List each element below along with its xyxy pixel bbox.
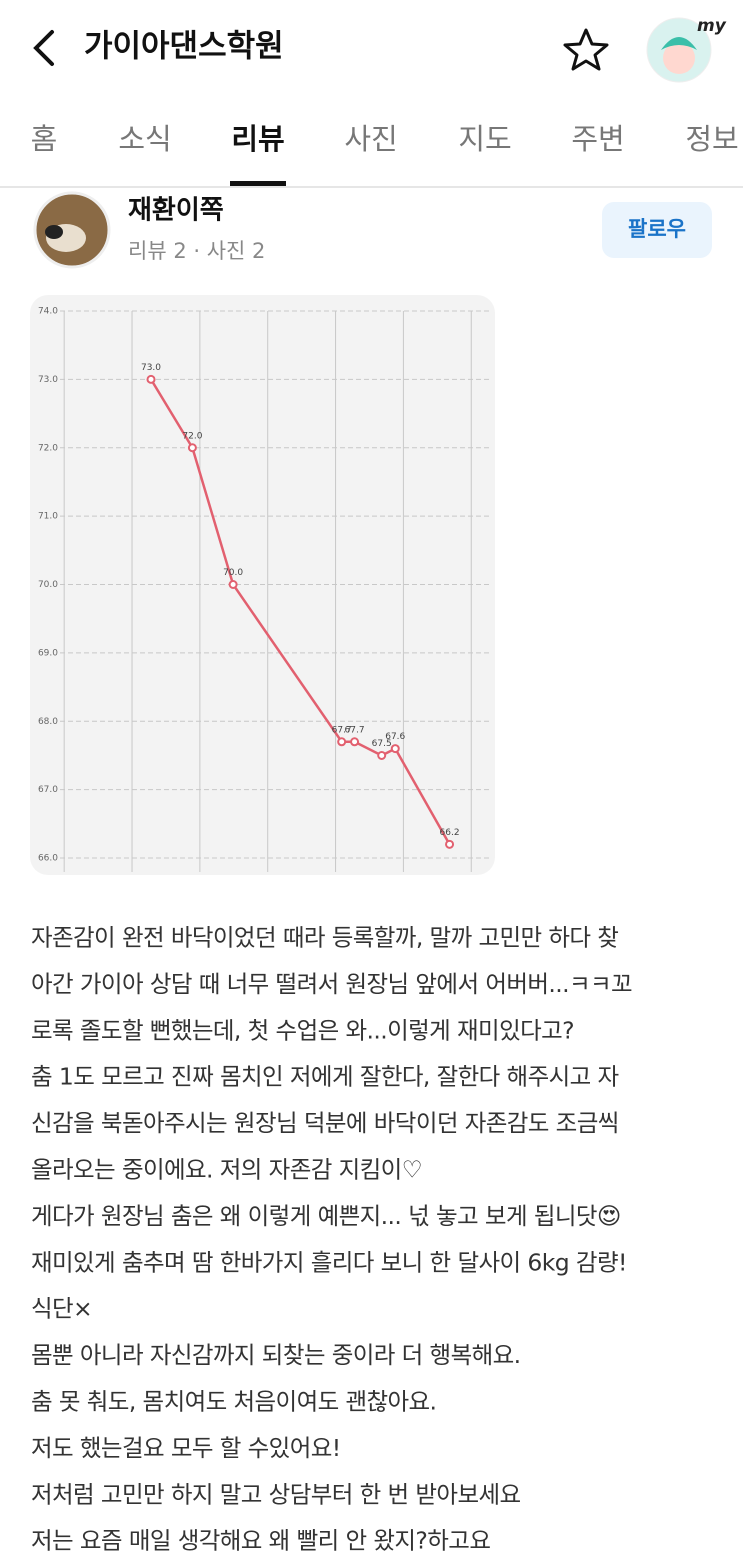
value-label: 70.0 [223,568,243,578]
my-hair [661,37,697,50]
tab-indicator [230,181,286,186]
value-label: 67.5 [372,739,392,749]
review-line: 저는 요즘 매일 생각해요 왜 빨리 안 왔지?하고요 [31,1527,490,1555]
tab[interactable]: 홈 [31,122,58,156]
reviewer-stats: 리뷰 2 · 사진 2 [128,239,265,263]
y-tick-label: 74.0 [38,307,58,317]
point [187,443,197,453]
review-line: 식단× [31,1295,92,1323]
divider [0,186,743,188]
point [350,737,360,747]
y-tick-label: 66.0 [38,854,58,864]
value-label: 67.7 [345,725,365,735]
value-label: 67.7 [332,725,352,735]
y-tick-label: 71.0 [38,512,58,522]
place-title: 가이아댄스학원 [84,29,284,65]
point [445,839,455,849]
back-button[interactable] [33,30,54,66]
review-line: 아간 가이아 상담 때 너무 떨려서 원장님 앞에서 어버버...ㅋㅋ꼬 [31,970,632,998]
tab[interactable]: 주변 [571,122,624,156]
review-text: 자존감이 완전 바닥이었던 때라 등록할까, 말까 고민만 하다 찾아간 가이아… [31,924,633,1555]
y-tick-label: 72.0 [38,443,58,453]
value-label: 72.0 [182,431,202,441]
review-line: 춤 1도 모르고 진짜 몸치인 저에게 잘한다, 잘한다 해주시고 자 [31,1063,619,1091]
review-line: 춤 못 춰도, 몸치여도 처음이여도 괜찮아요. [31,1388,436,1416]
chart: 66.0 67.0 68.0 69.0 70.0 71.0 72.0 73.0 74.0 73.0… [38,307,490,872]
reviewer-name[interactable]: 재환이쪽 [128,196,224,226]
review-line: 저처럼 고민만 하지 말고 상담부터 한 번 받아보세요 [31,1480,521,1508]
my-button[interactable]: my [646,16,727,83]
follow-button[interactable] [602,202,712,258]
value-label: 73.0 [141,363,161,373]
review-line: 저도 했는걸요 모두 할 수있어요! [31,1434,341,1462]
tab[interactable]: 정보 [685,122,738,156]
point [377,750,387,760]
tab[interactable]: 지도 [458,122,511,156]
avatar-detail [45,225,63,239]
point [146,374,156,384]
tab-active[interactable]: 리뷰 [231,122,284,156]
review-line: 올라오는 중이에요. 저의 자존감 지킴이♡ [31,1156,422,1184]
y-tick-label: 69.0 [38,648,58,658]
point [390,744,400,754]
point [228,580,238,589]
review-line: 재미있게 춤추며 땀 한바가지 흘리다 보니 한 달사이 6kg 감량! [31,1248,627,1276]
my-badge: my [697,16,727,36]
favorite-button[interactable] [563,28,609,71]
tab[interactable]: 소식 [118,122,171,156]
follow-label: 팔로우 [628,217,686,241]
value-label: 66.2 [440,828,460,838]
my-face [663,42,695,74]
tab[interactable]: 사진 [344,122,397,156]
review-line: 몸뿐 아니라 자신감까지 되찾는 중이라 더 행복해요. [31,1341,521,1369]
y-tick-label: 73.0 [38,375,58,385]
y-tick-label: 68.0 [38,717,58,727]
review-line: 신감을 북돋아주시는 원장님 덕분에 바닥이던 자존감도 조금씩 [31,1109,619,1137]
review-line: 게다가 원장님 춤은 왜 이렇게 예쁜지... 넋 놓고 보게 됩니닷😍 [31,1202,621,1230]
point [337,737,347,747]
y-tick-label: 67.0 [38,785,58,795]
y-tick-label: 70.0 [38,580,58,590]
review-line: 로록 졸도할 뻔했는데, 첫 수업은 와...이렇게 재미있다고? [31,1016,574,1044]
value-label: 67.6 [385,732,405,742]
review-line: 자존감이 완전 바닥이었던 때라 등록할까, 말까 고민만 하다 찾 [31,924,618,952]
